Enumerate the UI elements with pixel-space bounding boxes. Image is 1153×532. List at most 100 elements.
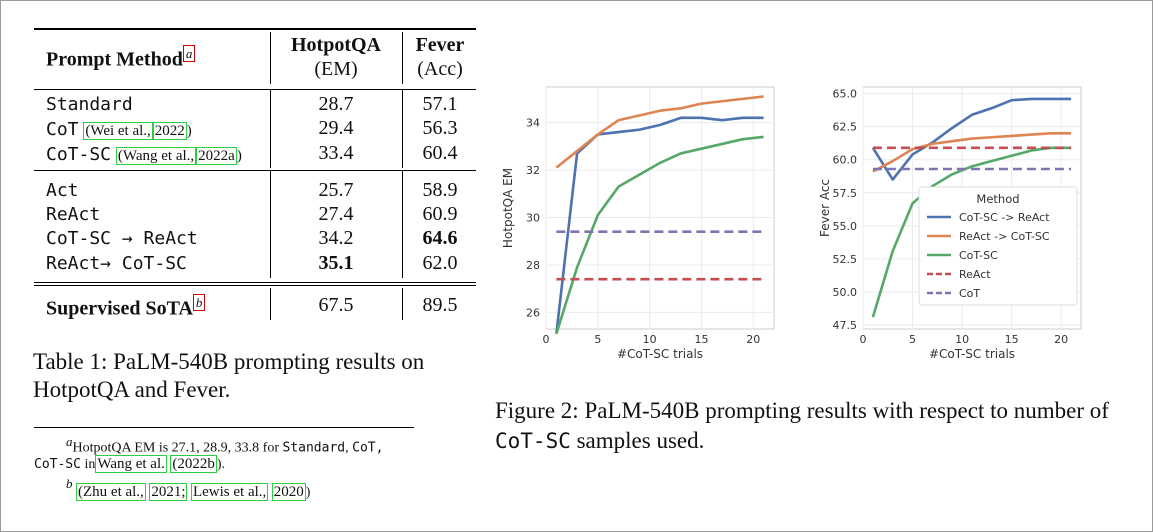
citation-year-link[interactable]: 2022a bbox=[196, 147, 237, 165]
footnote-rule bbox=[34, 427, 414, 428]
citation-link[interactable]: (Wei et al., bbox=[83, 122, 153, 140]
supervised-rule-1 bbox=[34, 282, 476, 283]
y-tick-label: 57.5 bbox=[833, 187, 858, 200]
header-fever-metric: (Acc) bbox=[417, 58, 463, 80]
hotpotqa-chart: 0 5 10 15 20 26 28 30 32 34 #CoT-SC trials HotpotQA… bbox=[501, 86, 775, 361]
row-fever-value: 56.3 bbox=[422, 117, 458, 139]
y-tick-label: 32 bbox=[526, 164, 540, 177]
y-tick-label: 30 bbox=[526, 211, 540, 224]
y-tick-label: 26 bbox=[526, 306, 540, 319]
row-method: CoT (Wei et al., 2022) bbox=[46, 119, 192, 140]
y-tick-label: 34 bbox=[526, 117, 540, 130]
col-divider bbox=[402, 288, 403, 320]
row-method: CoT-SC → ReAct bbox=[46, 228, 198, 249]
y-tick-label: 60.0 bbox=[833, 154, 858, 167]
figure-caption: Figure 2: PaLM-540B prompting results wi… bbox=[495, 398, 1109, 453]
y-axis-label: Fever Acc bbox=[818, 179, 832, 237]
col-divider bbox=[402, 32, 403, 84]
citation-year-link[interactable]: (2022b bbox=[170, 455, 217, 473]
x-tick-label: 5 bbox=[594, 333, 601, 346]
y-tick-label: 52.5 bbox=[833, 253, 858, 266]
row-fever-value: 64.6 bbox=[422, 227, 458, 249]
supervised-rule-2 bbox=[34, 285, 476, 286]
legend-title: Method bbox=[976, 192, 1019, 206]
legend-label: CoT-SC bbox=[959, 249, 998, 262]
y-axis-label: HotpotQA EM bbox=[501, 168, 515, 248]
row-hotpot-value: 29.4 bbox=[318, 117, 354, 139]
header-hotpotqa: HotpotQA bbox=[291, 34, 381, 56]
header-hotpotqa-metric: (EM) bbox=[314, 58, 358, 80]
col-divider bbox=[270, 288, 271, 320]
row-method: Supervised SoTA b bbox=[46, 294, 206, 321]
table-top-rule bbox=[34, 28, 476, 30]
group-rule bbox=[34, 170, 476, 171]
citation-year-link[interactable]: 2020 bbox=[271, 483, 306, 501]
row-hotpot-value: 34.2 bbox=[318, 227, 354, 249]
footnote-b: b bbox=[66, 476, 73, 491]
x-tick-label: 15 bbox=[1005, 333, 1019, 346]
footnote-a-link[interactable]: a bbox=[182, 45, 196, 62]
legend-label: CoT-SC -> ReAct bbox=[959, 211, 1050, 224]
row-hotpot-value: 67.5 bbox=[318, 294, 354, 316]
x-tick-label: 20 bbox=[1054, 333, 1068, 346]
row-hotpot-value: 33.4 bbox=[318, 142, 354, 164]
series-line bbox=[871, 146, 1072, 318]
series-line bbox=[555, 95, 764, 169]
citation-link[interactable]: (Zhu et al., bbox=[76, 483, 146, 501]
legend-box bbox=[918, 186, 1078, 306]
x-tick-label: 5 bbox=[909, 333, 916, 346]
row-fever-value: 58.9 bbox=[422, 179, 458, 201]
x-tick-label: 15 bbox=[694, 333, 708, 346]
header-fever: Fever bbox=[415, 34, 465, 56]
y-tick-label: 55.0 bbox=[833, 220, 858, 233]
footnote-a: aHotpotQA EM is 27.1, 28.9, 33.8 for Sta… bbox=[66, 434, 384, 456]
citation-link[interactable]: Wang et al. bbox=[95, 455, 167, 473]
row-hotpot-value: 35.1 bbox=[318, 252, 354, 274]
y-tick-label: 28 bbox=[526, 259, 540, 272]
x-tick-label: 0 bbox=[543, 333, 550, 346]
header-rule bbox=[34, 89, 476, 90]
legend-label: ReAct -> CoT-SC bbox=[959, 230, 1050, 243]
row-hotpot-value: 28.7 bbox=[318, 93, 354, 115]
row-method: Standard bbox=[46, 94, 133, 115]
row-hotpot-value: 25.7 bbox=[318, 179, 354, 201]
row-fever-value: 62.0 bbox=[422, 252, 458, 274]
row-method: ReAct bbox=[46, 204, 101, 225]
footnote-b-link[interactable]: b bbox=[192, 294, 206, 311]
legend-label: ReAct bbox=[959, 268, 991, 281]
x-axis-label: #CoT-SC trials bbox=[617, 347, 703, 361]
citation-year-link[interactable]: 2021; bbox=[149, 483, 188, 501]
series-line bbox=[872, 131, 1072, 173]
col-divider bbox=[270, 90, 271, 168]
y-tick-label: 50.0 bbox=[833, 286, 858, 299]
row-method: ReAct→ CoT-SC bbox=[46, 253, 187, 274]
citation-link[interactable]: Lewis et al., bbox=[190, 483, 269, 501]
col-divider bbox=[402, 171, 403, 278]
row-fever-value: 60.4 bbox=[422, 142, 458, 164]
row-fever-value: 60.9 bbox=[422, 203, 458, 225]
legend-label: CoT bbox=[959, 287, 980, 300]
row-method: CoT-SC (Wang et al., 2022a) bbox=[46, 144, 242, 165]
header-prompt-method: Prompt Method a bbox=[46, 45, 196, 72]
x-tick-label: 10 bbox=[643, 333, 657, 346]
y-tick-label: 62.5 bbox=[833, 121, 858, 134]
citation-year-link[interactable]: 2022 bbox=[152, 122, 187, 140]
footnote-a-cont: CoT-SC in Wang et al. (2022b). bbox=[34, 455, 226, 473]
table-caption: Table 1: PaLM-540B prompting results on … bbox=[33, 349, 425, 402]
series-line bbox=[871, 97, 1072, 181]
x-tick-label: 20 bbox=[746, 333, 760, 346]
row-hotpot-value: 27.4 bbox=[318, 203, 354, 225]
x-axis-label: #CoT-SC trials bbox=[929, 347, 1015, 361]
citation-link[interactable]: (Wang et al., bbox=[115, 147, 197, 165]
plot-area bbox=[545, 86, 775, 330]
col-divider bbox=[270, 171, 271, 278]
y-tick-label: 65.0 bbox=[833, 88, 858, 101]
footnote-b-citations: (Zhu et al., 2021; Lewis et al., 2020) bbox=[76, 483, 311, 501]
col-divider bbox=[270, 32, 271, 84]
x-tick-label: 0 bbox=[860, 333, 867, 346]
row-fever-value: 57.1 bbox=[422, 93, 458, 115]
y-tick-label: 47.5 bbox=[833, 319, 858, 332]
row-fever-value: 89.5 bbox=[422, 294, 458, 316]
row-method: Act bbox=[46, 180, 79, 201]
x-tick-label: 10 bbox=[955, 333, 969, 346]
